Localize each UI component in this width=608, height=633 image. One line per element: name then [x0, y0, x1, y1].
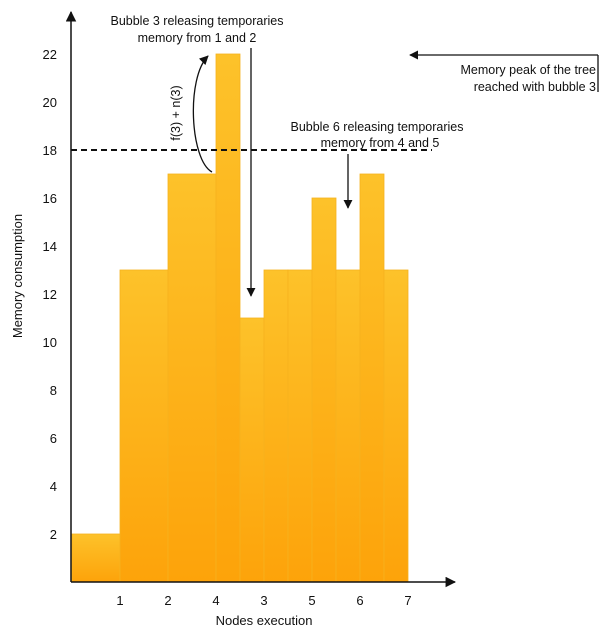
- annotation-peak-line1: Memory peak of the tree: [461, 63, 597, 77]
- annotation-bubble6-line2: memory from 4 and 5: [321, 136, 440, 150]
- y-tick-label: 2: [50, 527, 57, 542]
- x-tick-label: 3: [260, 593, 267, 608]
- annotation-bubble3-line1: Bubble 3 releasing temporaries: [110, 14, 283, 28]
- bar-5: [263, 269, 289, 583]
- y-tick-label: 18: [43, 143, 57, 158]
- bars-group: [71, 53, 409, 583]
- formula-label: f(3) + n(3): [169, 85, 183, 140]
- bar-7: [311, 197, 337, 583]
- bar-2: [167, 173, 217, 583]
- x-tick-label: 5: [308, 593, 315, 608]
- y-tick-label: 16: [43, 191, 57, 206]
- y-tick-label: 20: [43, 95, 57, 110]
- x-tick-label: 2: [164, 593, 171, 608]
- x-tick-label: 6: [356, 593, 363, 608]
- y-tick-label: 22: [43, 47, 57, 62]
- y-tick-label: 8: [50, 383, 57, 398]
- bar-3: [215, 53, 241, 583]
- y-tick-label: 12: [43, 287, 57, 302]
- y-tick-label: 6: [50, 431, 57, 446]
- x-axis-title: Nodes execution: [216, 613, 313, 628]
- y-tick-label: 10: [43, 335, 57, 350]
- x-tick-label: 1: [116, 593, 123, 608]
- annotation-bubble6-line1: Bubble 6 releasing temporaries: [290, 120, 463, 134]
- annotation-bubble3-line2: memory from 1 and 2: [138, 31, 257, 45]
- x-tick-label: 7: [404, 593, 411, 608]
- bar-9: [359, 173, 385, 583]
- formula-curve-arrow: [192, 55, 213, 173]
- y-tick-label: 14: [43, 239, 57, 254]
- bar-1: [119, 269, 169, 583]
- annotation-peak-line2: reached with bubble 3: [474, 80, 596, 94]
- bar-0: [71, 533, 121, 583]
- y-axis-title: Memory consumption: [10, 214, 25, 338]
- x-tick-label: 4: [212, 593, 219, 608]
- bar-6: [287, 269, 313, 583]
- y-tick-label: 4: [50, 479, 57, 494]
- bar-4: [239, 317, 265, 583]
- bar-10: [383, 269, 409, 583]
- x-tick-labels: 1 2 4 3 5 6 7: [116, 593, 411, 608]
- bar-8: [335, 269, 361, 583]
- y-tick-labels: 2 4 6 8 10 12 14 16 18 20 22: [43, 47, 57, 542]
